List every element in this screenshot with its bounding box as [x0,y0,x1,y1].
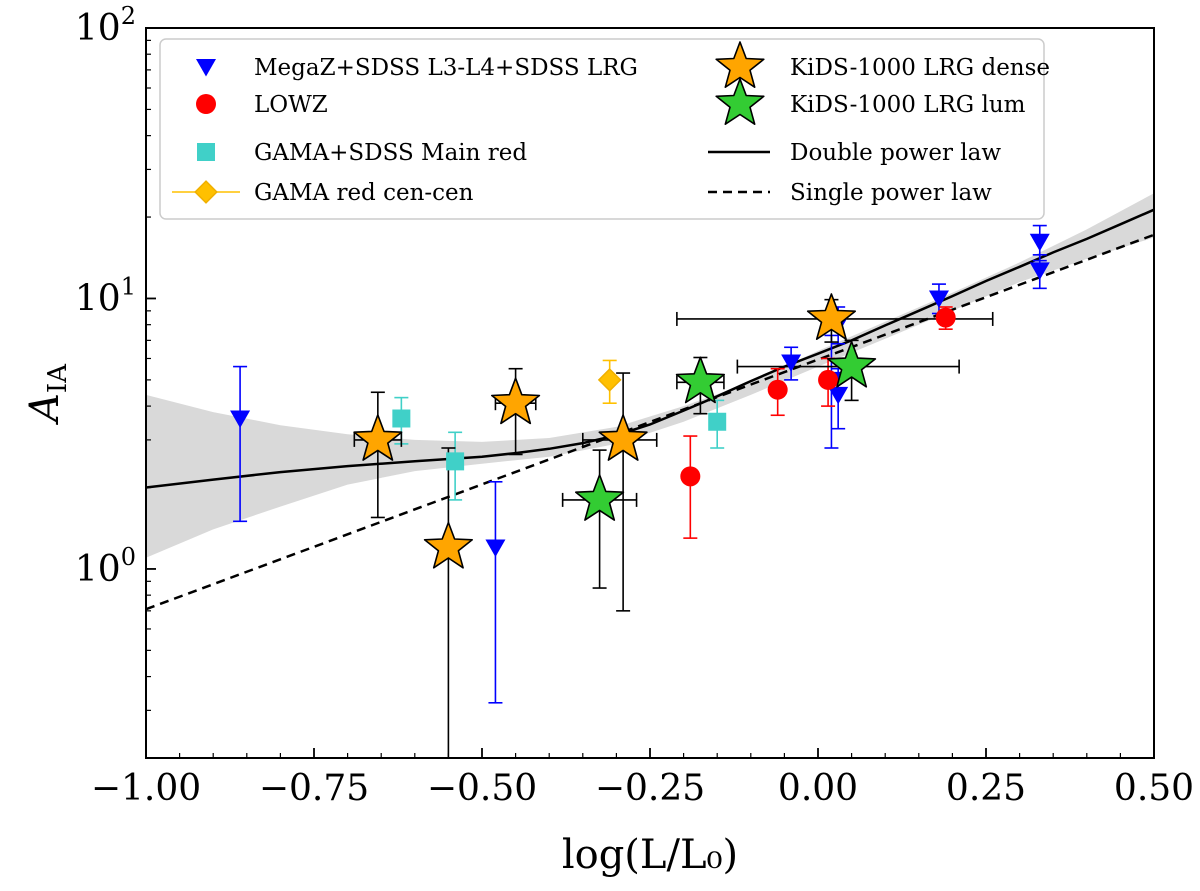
double-power-law-line [146,208,1154,489]
gama-sdss-point-0 [392,409,411,428]
uncertainty-band [146,193,1154,558]
megaz-point-4 [828,386,849,405]
megaz-point-2 [781,354,802,372]
y-tick-label-exp-2: 2 [121,2,136,30]
x-tick-label-0: −1.00 [91,768,201,809]
legend: MegaZ+SDSS L3-L4+SDSS LRG LOWZ GAMA+SDSS… [159,38,1050,220]
kids-dense-point-0 [353,414,403,461]
megaz-point-8 [1029,262,1050,280]
lowz-point-0 [680,466,701,487]
legend-key-megaz [196,59,216,77]
gama-cen-point-0 [597,368,622,392]
plot-area [146,193,1154,758]
legend-label-kids-dense: KiDS-1000 LRG dense [790,55,1050,81]
y-tick-label-base-0: 10 [75,549,121,590]
x-tick-label-5: 0.25 [946,768,1026,809]
y-tick-label-1: 101 [75,272,136,319]
kids-dense-point-3 [598,414,648,461]
legend-label-lowz: LOWZ [254,92,328,118]
kids-dense-point-4 [806,293,856,340]
x-axis: −1.00 −0.75 −0.50 −0.25 0.00 0.25 0.50 [91,748,1194,809]
megaz-point-6 [928,290,949,308]
legend-label-gama-cen: GAMA red cen-cen [254,180,474,206]
y-tick-label-base-1: 10 [75,278,121,319]
megaz-point-1 [485,539,506,558]
y-tick-label-0: 100 [75,543,136,590]
y-axis-title: AIA [22,363,73,426]
gama-sdss-point-1 [446,452,465,471]
legend-label-gama-sdss: GAMA+SDSS Main red [254,140,527,166]
lowz-point-3 [935,307,956,328]
kids-lum-point-1 [675,356,725,404]
kids-dense-point-2 [491,377,541,425]
legend-label-double-power: Double power law [790,140,1001,166]
legend-key-lowz [196,94,216,114]
gama-sdss-point-2 [708,412,727,431]
kids-lum-point-2 [827,340,877,388]
y-axis-title-sub: IA [43,363,73,393]
legend-key-kids-dense [715,41,765,88]
kids-dense-point-1 [423,521,473,569]
kids-lum-point-0 [575,474,625,521]
x-tick-label-4: 0.00 [778,768,858,809]
y-tick-label-exp-0: 0 [121,543,136,571]
megaz-point-0 [230,410,251,428]
x-tick-label-6: 0.50 [1114,768,1194,809]
x-axis-title: log(L/L₀) [562,832,738,878]
y-tick-label-2: 102 [75,2,136,49]
y-tick-label-base-2: 10 [75,8,121,49]
legend-label-kids-lum: KiDS-1000 LRG lum [790,92,1026,118]
lowz-point-1 [767,379,788,400]
lowz-point-2 [818,369,839,390]
legend-frame [159,38,1045,220]
x-tick-label-1: −0.75 [259,768,369,809]
x-tick-label-2: −0.50 [427,768,537,809]
legend-label-megaz: MegaZ+SDSS L3-L4+SDSS LRG [254,55,638,81]
x-tick-label-3: −0.25 [595,768,705,809]
legend-key-gama-cen [194,180,218,204]
megaz-point-7 [1029,233,1050,252]
legend-key-kids-lum [715,78,765,125]
legend-label-single-power: Single power law [790,180,992,206]
y-tick-label-exp-1: 1 [121,272,136,300]
y-axis-title-main: A [22,393,68,426]
legend-key-gama-sdss [197,143,215,161]
